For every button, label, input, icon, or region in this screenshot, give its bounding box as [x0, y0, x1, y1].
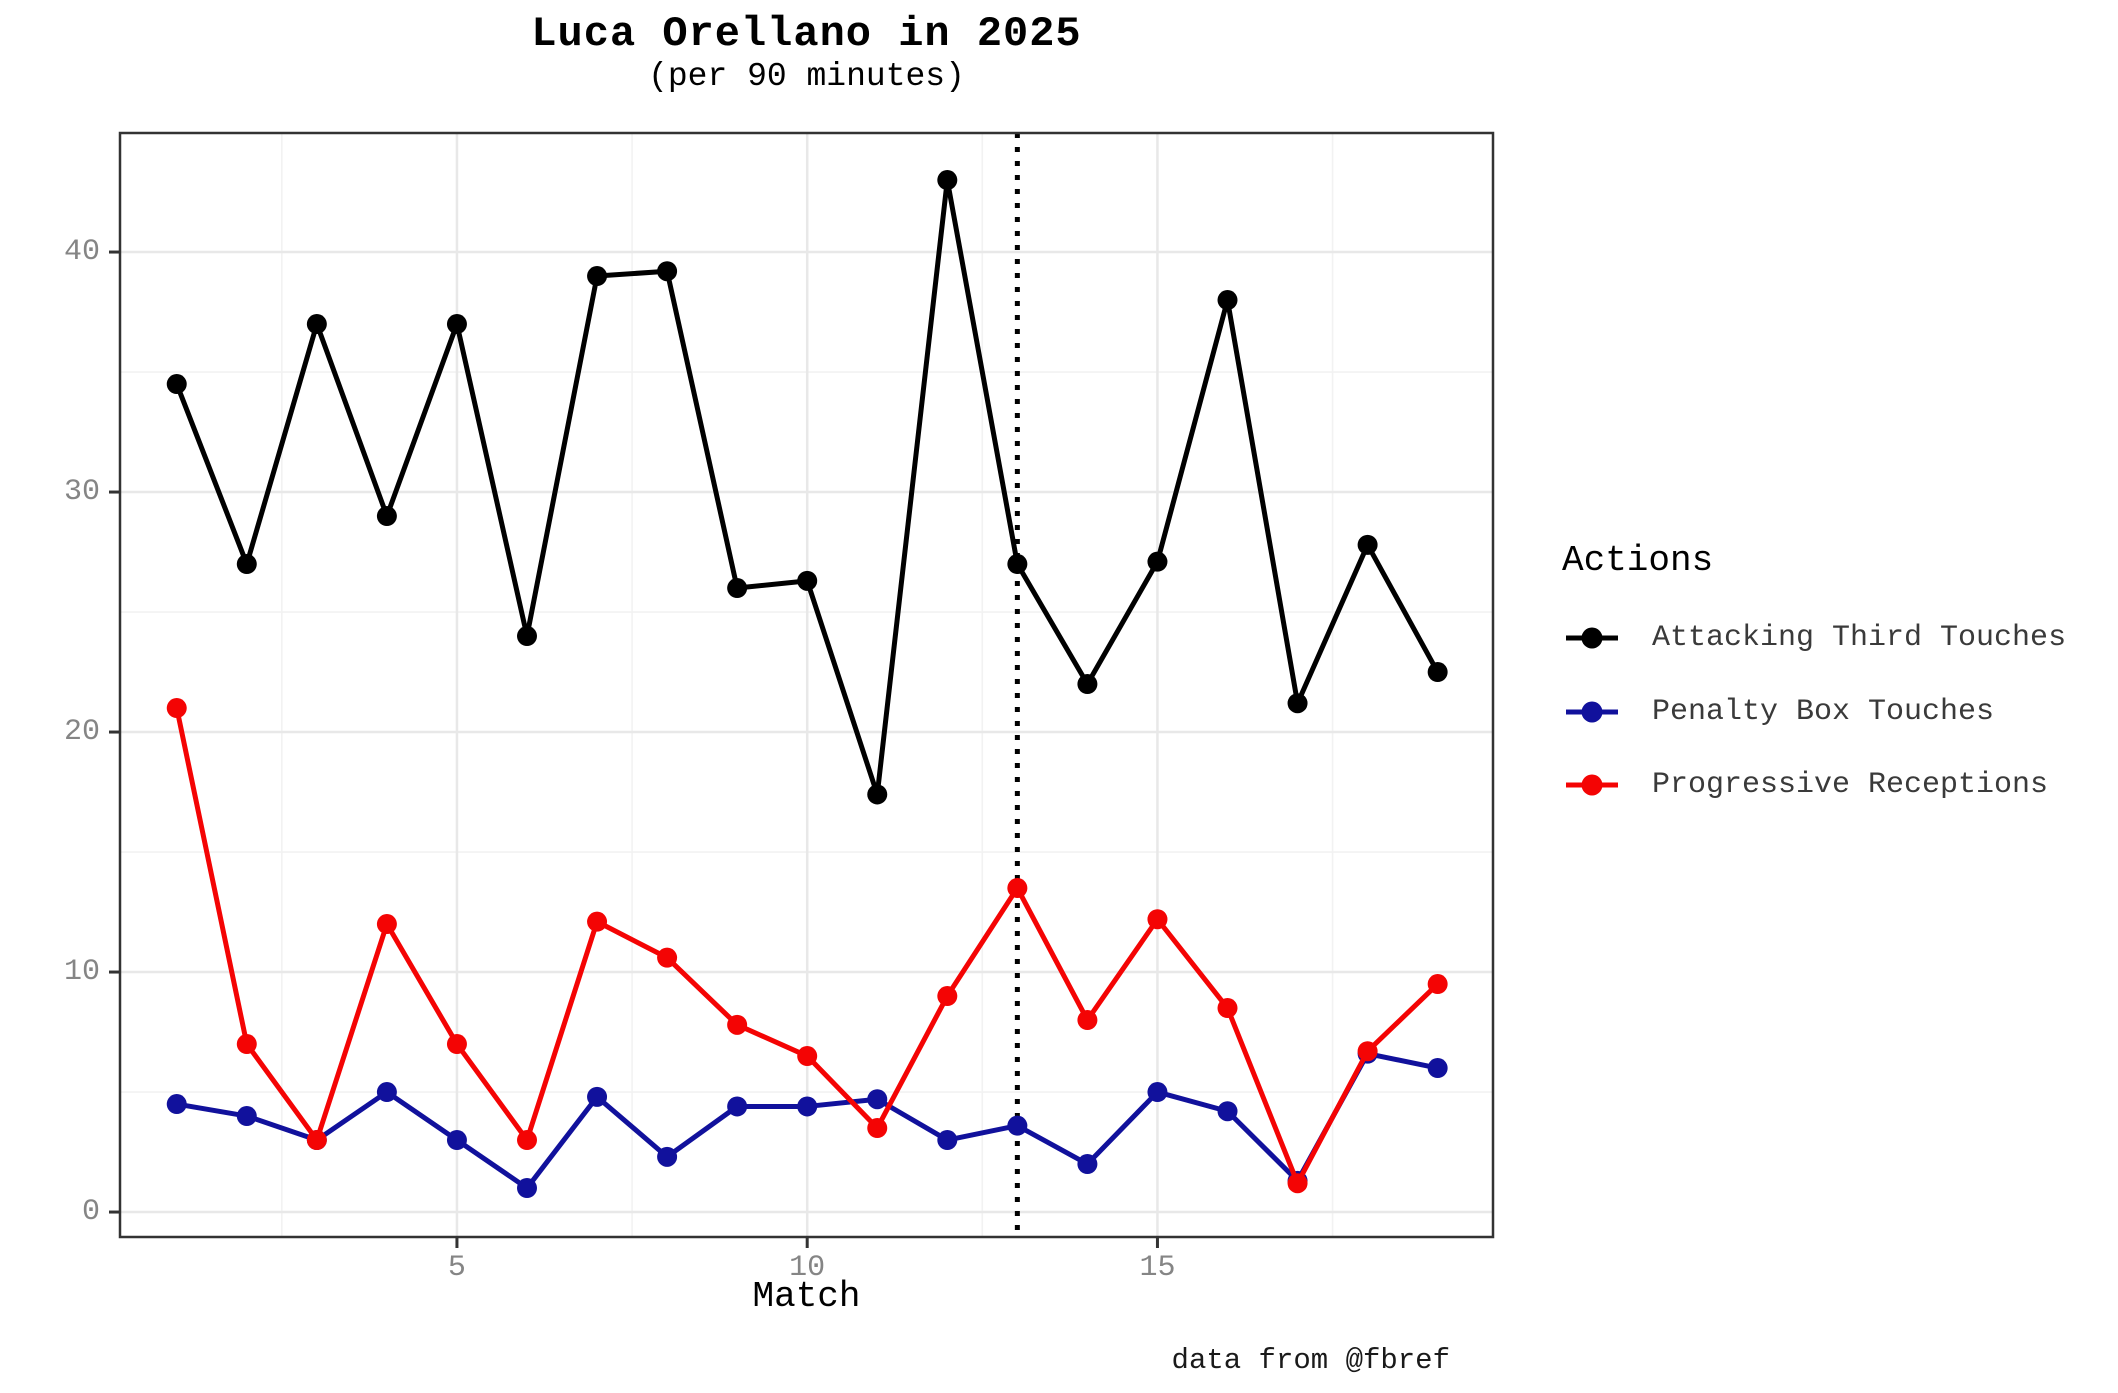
x-axis-title: Match	[752, 1276, 861, 1317]
data-point	[236, 554, 257, 575]
data-point	[446, 1130, 467, 1151]
data-point	[236, 1106, 257, 1127]
y-tick-label: 30	[63, 475, 100, 510]
data-point	[1147, 909, 1168, 930]
data-point	[1357, 534, 1378, 555]
data-point	[727, 1014, 748, 1035]
legend: Actions Attacking Third Touches Penalty …	[1560, 540, 2118, 840]
data-point	[1427, 974, 1448, 995]
data-point	[1217, 1101, 1238, 1122]
data-point	[166, 1094, 187, 1115]
data-point	[306, 1130, 327, 1151]
data-point	[797, 1096, 818, 1117]
legend-item-label: Progressive Receptions	[1652, 768, 2049, 802]
x-tick-label: 10	[789, 1251, 826, 1285]
data-point	[657, 261, 678, 282]
y-tick-label: 0	[81, 1195, 100, 1230]
data-point	[1427, 662, 1448, 683]
legend-item: Progressive Receptions	[1562, 763, 2048, 807]
data-point	[516, 1130, 537, 1151]
x-tick-label: 5	[447, 1251, 466, 1285]
data-point	[867, 784, 888, 805]
data-point	[727, 578, 748, 599]
line-dot-key-icon	[1566, 774, 1618, 796]
data-point	[1077, 1010, 1098, 1031]
x-tick-label: 15	[1139, 1251, 1176, 1285]
legend-item: Penalty Box Touches	[1562, 690, 1994, 734]
legend-item: Attacking Third Touches	[1562, 616, 2066, 660]
data-point	[516, 626, 537, 647]
line-dot-key-icon	[1566, 701, 1618, 723]
line-dot-key-icon	[1566, 627, 1618, 649]
y-tick-label: 40	[63, 235, 100, 270]
data-point	[1147, 1082, 1168, 1103]
data-point	[937, 1130, 958, 1151]
data-point	[376, 506, 397, 527]
data-point	[1287, 1173, 1308, 1194]
y-tick-label: 10	[63, 955, 100, 990]
data-point	[1077, 1154, 1098, 1175]
data-point	[1427, 1058, 1448, 1079]
data-point	[867, 1089, 888, 1110]
data-point	[657, 947, 678, 968]
chart-subtitle: (per 90 minutes)	[648, 58, 965, 95]
data-point	[1287, 693, 1308, 714]
data-point	[867, 1118, 888, 1139]
data-point	[587, 266, 608, 287]
data-point	[446, 314, 467, 335]
legend-title: Actions	[1562, 540, 1714, 581]
data-point	[657, 1146, 678, 1167]
data-point	[1147, 551, 1168, 572]
data-point	[727, 1096, 748, 1117]
data-point	[1007, 1115, 1028, 1136]
legend-item-label: Attacking Third Touches	[1652, 621, 2067, 655]
data-point	[166, 698, 187, 719]
data-point	[1007, 878, 1028, 899]
data-point	[1077, 674, 1098, 695]
y-tick-label: 20	[63, 715, 100, 750]
data-point	[376, 914, 397, 935]
data-point	[1357, 1041, 1378, 1062]
legend-item-label: Penalty Box Touches	[1652, 695, 1995, 729]
data-point	[1217, 998, 1238, 1019]
data-point	[587, 1086, 608, 1107]
data-point	[1007, 554, 1028, 575]
data-point	[587, 911, 608, 932]
caption: data from @fbref	[1171, 1344, 1450, 1377]
data-point	[937, 986, 958, 1007]
data-point	[236, 1034, 257, 1055]
data-point	[516, 1178, 537, 1199]
data-point	[797, 570, 818, 591]
data-point	[797, 1046, 818, 1067]
data-point	[1217, 290, 1238, 311]
data-point	[446, 1034, 467, 1055]
data-point	[166, 374, 187, 395]
data-point	[376, 1082, 397, 1103]
chart-title: Luca Orellano in 2025	[531, 10, 1082, 58]
data-point	[937, 170, 958, 191]
data-point	[306, 314, 327, 335]
